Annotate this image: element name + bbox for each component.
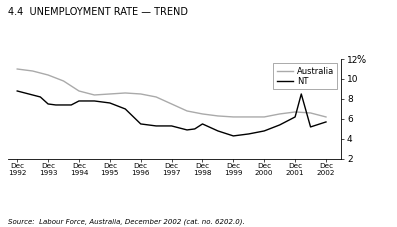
NT <box>138 123 143 125</box>
NT <box>100 101 104 103</box>
NT <box>46 103 50 105</box>
Australia <box>293 111 297 113</box>
NT <box>216 130 220 132</box>
Australia <box>216 115 220 117</box>
Australia <box>123 92 128 94</box>
Line: NT: NT <box>17 91 326 136</box>
NT <box>108 102 112 104</box>
NT <box>92 100 97 102</box>
NT <box>324 121 328 123</box>
Text: 4.4  UNEMPLOYMENT RATE — TREND: 4.4 UNEMPLOYMENT RATE — TREND <box>8 7 188 17</box>
NT <box>154 125 158 127</box>
NT <box>193 128 197 130</box>
Australia <box>138 93 143 95</box>
Legend: Australia, NT: Australia, NT <box>274 63 337 89</box>
Australia <box>308 112 313 114</box>
Australia <box>108 93 112 95</box>
Australia <box>185 110 189 112</box>
Australia <box>61 80 66 82</box>
NT <box>308 126 313 128</box>
Australia <box>262 116 267 118</box>
Australia <box>46 74 50 76</box>
Australia <box>169 103 174 105</box>
Text: Source:  Labour Force, Australia, December 2002 (cat. no. 6202.0).: Source: Labour Force, Australia, Decembe… <box>8 218 245 225</box>
Line: Australia: Australia <box>17 69 326 117</box>
NT <box>231 135 236 137</box>
NT <box>169 125 174 127</box>
Australia <box>277 113 282 115</box>
NT <box>293 116 297 118</box>
NT <box>299 93 304 95</box>
NT <box>277 123 282 126</box>
NT <box>77 100 81 102</box>
Australia <box>247 116 251 118</box>
Australia <box>30 70 35 72</box>
Australia <box>15 68 19 70</box>
Y-axis label: %: % <box>357 55 366 65</box>
NT <box>262 130 267 132</box>
Australia <box>77 90 81 92</box>
NT <box>38 96 43 98</box>
NT <box>69 104 73 106</box>
NT <box>123 108 128 110</box>
NT <box>185 128 189 131</box>
NT <box>177 127 182 129</box>
Australia <box>154 96 158 98</box>
Australia <box>92 94 97 96</box>
NT <box>200 123 205 125</box>
Australia <box>324 116 328 118</box>
NT <box>54 104 58 106</box>
Australia <box>200 113 205 115</box>
NT <box>247 133 251 135</box>
NT <box>15 90 19 92</box>
Australia <box>231 116 236 118</box>
